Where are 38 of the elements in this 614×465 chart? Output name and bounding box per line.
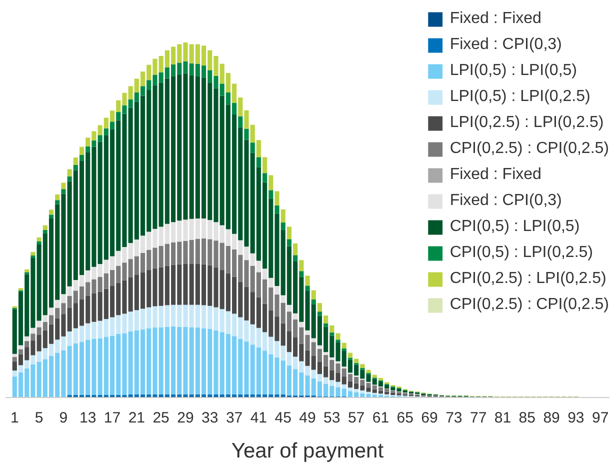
x-tick-label: 9 bbox=[59, 410, 68, 426]
x-tick-label: 33 bbox=[202, 410, 218, 426]
x-tick-label: 89 bbox=[543, 410, 560, 426]
legend-label: CPI(0,2.5) : CPI(0,2.5) bbox=[450, 296, 609, 314]
x-tick-label: 57 bbox=[348, 410, 365, 426]
x-tick-label: 41 bbox=[250, 410, 268, 426]
x-tick-label: 85 bbox=[518, 410, 536, 426]
x-tick-label: 81 bbox=[494, 410, 512, 426]
x-tick-label: 77 bbox=[470, 410, 487, 426]
legend-label: LPI(0,2.5) : LPI(0,2.5) bbox=[450, 114, 604, 132]
legend-label: CPI(0,5) : LPI(0,2.5) bbox=[450, 244, 593, 262]
x-tick-label: 21 bbox=[128, 410, 146, 426]
x-tick-label: 1 bbox=[10, 410, 19, 426]
x-tick-label: 73 bbox=[446, 410, 462, 426]
x-tick-label: 97 bbox=[592, 410, 609, 426]
legend-label: Fixed : Fixed bbox=[450, 10, 542, 28]
x-axis-title: Year of payment bbox=[231, 440, 384, 462]
legend-label: CPI(0,2.5) : CPI(0,2.5) bbox=[450, 140, 609, 158]
x-tick-label: 37 bbox=[226, 410, 243, 426]
legend-label: CPI(0,2.5) : LPI(0,2.5) bbox=[450, 270, 606, 288]
x-tick-label: 13 bbox=[80, 410, 96, 426]
legend-label: Fixed : Fixed bbox=[450, 166, 542, 184]
x-tick-label: 17 bbox=[104, 410, 121, 426]
x-tick-label: 5 bbox=[34, 410, 44, 426]
x-tick-label: 25 bbox=[152, 410, 170, 426]
legend-label: Fixed : CPI(0,3) bbox=[450, 36, 562, 54]
x-tick-label: 53 bbox=[324, 410, 340, 426]
x-tick-label: 93 bbox=[568, 410, 584, 426]
legend-label: LPI(0,5) : LPI(0,2.5) bbox=[450, 88, 590, 106]
x-tick-label: 49 bbox=[299, 410, 316, 426]
x-tick-label: 29 bbox=[177, 410, 194, 426]
x-tick-label: 65 bbox=[396, 410, 414, 426]
legend-label: Fixed : CPI(0,3) bbox=[450, 192, 562, 210]
x-tick-label: 61 bbox=[372, 410, 390, 426]
x-tick-label: 45 bbox=[274, 410, 292, 426]
legend-label: CPI(0,5) : LPI(0,5) bbox=[450, 218, 580, 236]
legend-label: LPI(0,5) : LPI(0,5) bbox=[450, 62, 577, 80]
x-tick-label: 69 bbox=[421, 410, 438, 426]
